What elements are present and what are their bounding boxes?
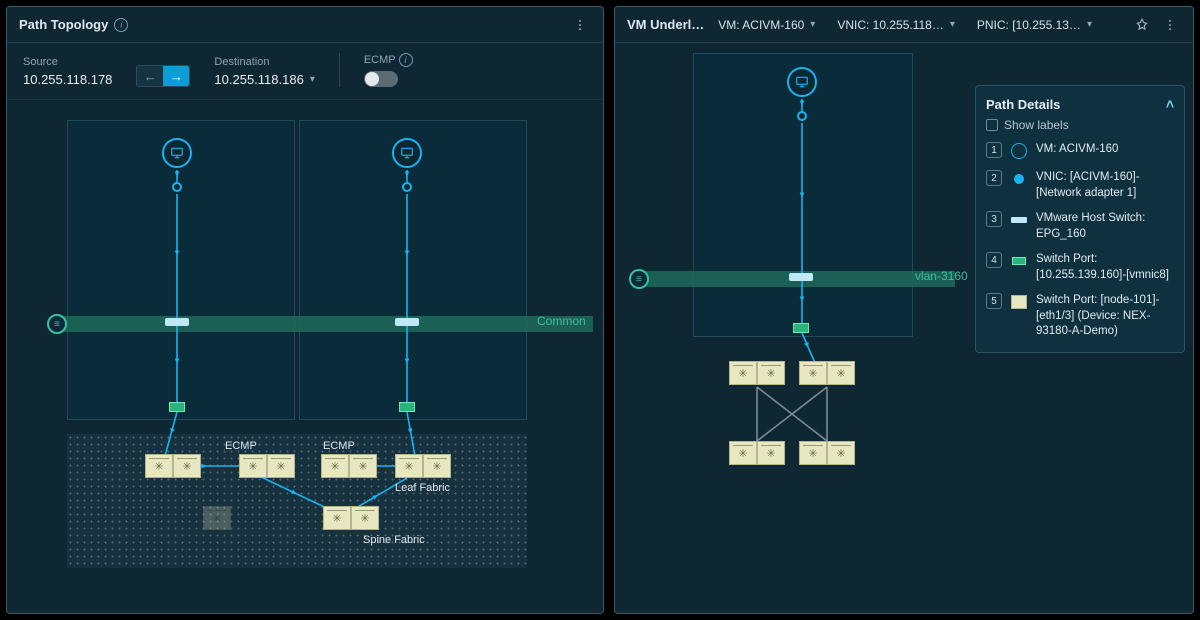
hop-text: VMware Host Switch: EPG_160	[1036, 211, 1174, 242]
ecmp-field: ECMP i	[364, 53, 413, 87]
source-field: Source 10.255.118.178	[23, 56, 112, 87]
hop-sq-icon	[1010, 252, 1028, 270]
divider	[339, 53, 340, 87]
chevron-down-icon: ▾	[950, 19, 955, 30]
ecmp-label: ECMP i	[364, 53, 413, 67]
chevron-down-icon: ▾	[1087, 19, 1092, 30]
show-labels-text: Show labels	[1004, 118, 1069, 132]
destination-value[interactable]: 10.255.118.186▾	[214, 72, 314, 87]
pnic-dropdown[interactable]: PNIC: [10.255.13…▾	[969, 13, 1100, 37]
hop-item[interactable]: 1 VM: ACIVM-160	[986, 142, 1174, 160]
source-value: 10.255.118.178	[23, 72, 112, 87]
leaf-switch[interactable]	[395, 454, 451, 478]
leaf-switch[interactable]	[145, 454, 201, 478]
host-switch-node[interactable]	[165, 318, 189, 326]
hop-text: VM: ACIVM-160	[1036, 142, 1118, 160]
hop-number: 5	[986, 293, 1002, 309]
direction-toggle[interactable]: ← →	[136, 65, 190, 87]
vm-node[interactable]	[162, 138, 192, 168]
vm-node[interactable]	[392, 138, 422, 168]
chevron-down-icon: ▾	[810, 19, 815, 30]
pin-icon[interactable]	[1131, 14, 1153, 36]
spine-switch[interactable]	[729, 441, 785, 465]
switch-port-node[interactable]	[793, 323, 809, 333]
vnic-node[interactable]	[797, 111, 807, 121]
switch-port-node[interactable]	[169, 402, 185, 412]
hop-number: 3	[986, 211, 1002, 227]
leaf-switch[interactable]	[321, 454, 377, 478]
leaf-fabric-label: Leaf Fabric	[395, 482, 450, 494]
hop-sw-icon	[1010, 293, 1028, 311]
path-details-panel: Path Details ˄ Show labels 1 VM: ACIVM-16…	[975, 85, 1185, 353]
host-switch-node[interactable]	[789, 273, 813, 281]
leaf-switch[interactable]	[799, 361, 855, 385]
info-icon[interactable]: i	[114, 18, 128, 32]
leaf-switch[interactable]	[239, 454, 295, 478]
info-icon[interactable]: i	[399, 53, 413, 67]
ecmp-label: ECMP	[323, 440, 355, 452]
hop-number: 4	[986, 252, 1002, 268]
segment-icon: ≡	[629, 269, 649, 289]
path-topology-panel: Path Topology i Source 10.255.118.178 ← …	[6, 6, 604, 614]
chevron-down-icon: ▾	[310, 74, 315, 85]
path-details-header[interactable]: Path Details ˄	[986, 96, 1174, 112]
path-details-title: Path Details	[986, 97, 1060, 112]
ecmp-toggle[interactable]	[364, 71, 398, 87]
leaf-switch[interactable]	[729, 361, 785, 385]
panel-title: Path Topology	[19, 17, 108, 32]
chevron-up-icon[interactable]: ˄	[1166, 96, 1174, 112]
topology-canvas[interactable]: Path Details ˄ Show labels 1 VM: ACIVM-16…	[615, 43, 1193, 613]
hop-dot-icon	[1010, 170, 1028, 188]
hop-item[interactable]: 2 VNIC: [ACIVM-160]-[Network adapter 1]	[986, 170, 1174, 201]
vm-node[interactable]	[787, 67, 817, 97]
spine-fabric-label: Spine Fabric	[363, 534, 425, 546]
segment-icon: ≡	[47, 314, 67, 334]
pin-icon[interactable]	[541, 14, 563, 36]
topology-canvas[interactable]: ≡ Common ECMP ECMP Leaf Fabric Spine Fabric	[7, 100, 603, 613]
vm-underlay-panel: VM Underl… VM: ACIVM-160▾ VNIC: 10.255.1…	[614, 6, 1194, 614]
more-icon[interactable]	[1159, 14, 1181, 36]
panel-header: VM Underl… VM: ACIVM-160▾ VNIC: 10.255.1…	[615, 7, 1193, 43]
destination-label: Destination	[214, 56, 314, 68]
hop-item[interactable]: 4 Switch Port: [10.255.139.160]-[vmnic8]	[986, 252, 1174, 283]
controls-row: Source 10.255.118.178 ← → Destination 10…	[7, 43, 603, 100]
vm-dropdown[interactable]: VM: ACIVM-160▾	[710, 13, 823, 37]
checkbox-icon	[986, 119, 998, 131]
fabric-region	[67, 434, 527, 568]
hop-number: 1	[986, 142, 1002, 158]
spine-switch[interactable]	[323, 506, 379, 530]
hop-item[interactable]: 5 Switch Port: [node-101]-[eth1/3] (Devic…	[986, 293, 1174, 340]
hop-item[interactable]: 3 VMware Host Switch: EPG_160	[986, 211, 1174, 242]
hop-number: 2	[986, 170, 1002, 186]
more-icon[interactable]	[569, 14, 591, 36]
hop-vm-icon	[1010, 142, 1028, 160]
ecmp-label: ECMP	[225, 440, 257, 452]
hop-text: VNIC: [ACIVM-160]-[Network adapter 1]	[1036, 170, 1174, 201]
hop-text: Switch Port: [10.255.139.160]-[vmnic8]	[1036, 252, 1174, 283]
panel-title: VM Underl…	[627, 17, 704, 32]
arrow-right-icon[interactable]: →	[163, 66, 189, 86]
vnic-node[interactable]	[172, 182, 182, 192]
show-labels-checkbox[interactable]: Show labels	[986, 118, 1174, 132]
segment-band	[53, 316, 593, 332]
ghost-switch	[203, 506, 231, 530]
host-switch-node[interactable]	[395, 318, 419, 326]
hop-text: Switch Port: [node-101]-[eth1/3] (Device…	[1036, 293, 1174, 340]
vnic-node[interactable]	[402, 182, 412, 192]
source-label: Source	[23, 56, 112, 68]
switch-port-node[interactable]	[399, 402, 415, 412]
spine-switch[interactable]	[799, 441, 855, 465]
segment-label: Common	[537, 314, 586, 328]
segment-label: vlan-3160	[915, 269, 968, 283]
panel-header: Path Topology i	[7, 7, 603, 43]
destination-field: Destination 10.255.118.186▾	[214, 56, 314, 87]
hop-bar-icon	[1010, 211, 1028, 229]
arrow-left-icon[interactable]: ←	[137, 66, 163, 86]
vnic-dropdown[interactable]: VNIC: 10.255.118…▾	[829, 13, 963, 37]
hop-list: 1 VM: ACIVM-160 2 VNIC: [ACIVM-160]-[Networ…	[986, 142, 1174, 340]
